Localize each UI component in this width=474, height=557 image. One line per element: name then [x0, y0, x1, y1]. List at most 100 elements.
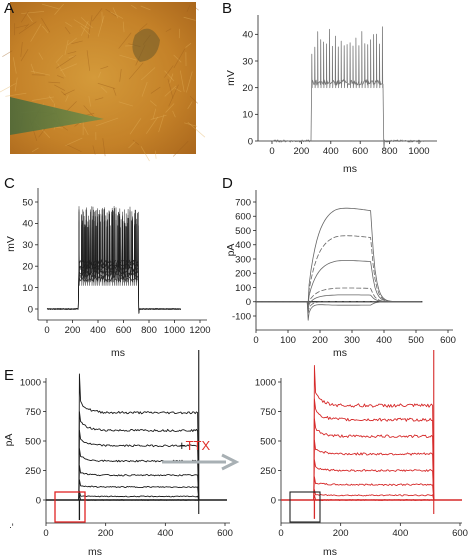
voltage-sweep: [46, 206, 182, 314]
panel-d: D 0 100 200 300 400 500 600 -100 0 100 200 300 400 50…: [222, 175, 456, 359]
panel-letter-e: E: [4, 367, 14, 384]
y-tick-label: 300: [235, 254, 251, 265]
cell-process: [193, 5, 199, 11]
current-sweep: [78, 494, 199, 501]
cell-process: [112, 7, 119, 19]
ticks-d: 0 100 200 300 400 500 600 -100 0 100 200 300 400 500 6…: [232, 197, 456, 346]
y-tick-label: 400: [235, 240, 251, 251]
cell-process: [67, 51, 77, 55]
y-label-d: pA: [225, 244, 237, 257]
cell-process: [61, 91, 67, 96]
x-tick-label: 800: [382, 146, 398, 157]
cell-process: [80, 20, 89, 36]
dark-cell: [132, 28, 160, 63]
cell-process: [54, 3, 64, 15]
x-tick-label: 600: [217, 528, 233, 539]
highlight-box-black: [289, 491, 321, 523]
cell-process: [187, 101, 193, 110]
cell-process: [12, 57, 17, 74]
cell-process: [184, 122, 198, 127]
x-tick-label: 100: [280, 335, 296, 346]
y-tick-label: 600: [235, 212, 251, 223]
cell-process: [20, 10, 29, 23]
current-sweep: [313, 476, 435, 501]
cell-process: [30, 70, 51, 76]
current-sweep: [313, 439, 435, 501]
cell-process: [20, 41, 23, 57]
x-tick-label: 0: [43, 528, 48, 539]
cell-process: [67, 37, 77, 46]
y-tick-label: -100: [232, 311, 251, 322]
cell-process: [122, 21, 125, 33]
cell-process: [56, 75, 64, 79]
stray-mark: -.: [7, 523, 18, 529]
cell-process: [150, 114, 167, 120]
y-tick-label: 20: [242, 83, 253, 94]
cell-process: [169, 73, 174, 84]
cell-process: [5, 92, 27, 97]
cell-process: [179, 70, 185, 92]
current-sweep: [256, 301, 422, 321]
cell-process: [86, 50, 91, 71]
x-tick-label: 300: [344, 335, 360, 346]
arrow-head-icon: [221, 453, 240, 471]
x-tick-label: 0: [278, 528, 283, 539]
y-tick-label: 40: [242, 30, 253, 41]
cell-process: [183, 16, 196, 21]
current-sweep: [256, 287, 422, 307]
current-sweep: [78, 479, 200, 501]
cell-process: [2, 50, 13, 58]
x-tick-label: 600: [452, 528, 468, 539]
panel-letter-b: B: [222, 0, 232, 17]
x-tick-label: 400: [323, 146, 339, 157]
cell-process: [41, 17, 51, 33]
x-tick-label: 600: [440, 335, 456, 346]
ticks-c: 0 200 400 600 800 1000 1200 0 10 20 30 40 50: [22, 197, 210, 336]
cell-process: [64, 26, 71, 35]
panel-e: E 0 200 400 600 0 250 500 750 1000 ms pA -.: [3, 350, 233, 557]
y-label-b: mV: [225, 70, 237, 86]
cell-process: [56, 55, 77, 69]
y-tick-label: 250: [25, 466, 41, 477]
current-traces-e2: [281, 350, 462, 519]
current-sweep: [256, 301, 422, 314]
x-tick-label: 1000: [408, 146, 429, 157]
cell-process: [32, 96, 54, 101]
y-tick-label: 20: [22, 262, 33, 273]
pipette: [10, 97, 104, 135]
cell-process: [187, 121, 206, 138]
panel-letter-a: A: [4, 0, 14, 17]
x-tick-label: 0: [269, 146, 274, 157]
panel-letter-d: D: [222, 175, 233, 192]
cell-process: [189, 95, 198, 104]
x-tick-label: 500: [408, 335, 424, 346]
current-traces-e: [46, 350, 227, 520]
current-sweep: [78, 448, 200, 501]
y-tick-label: 1000: [20, 377, 41, 388]
cell-process: [168, 84, 179, 107]
panel-e2: 0 200 400 600 0 250 500 750 1000 ms: [255, 350, 468, 557]
y-tick-label: 10: [242, 110, 253, 121]
cell-process: [129, 118, 142, 135]
cell-process: [119, 54, 137, 61]
cell-process: [167, 78, 174, 99]
current-sweep: [313, 398, 435, 501]
cell-process: [87, 15, 93, 39]
x-tick-label: 800: [141, 325, 157, 336]
cell-process: [14, 77, 18, 92]
cell-process: [164, 65, 174, 78]
y-tick-label: 200: [235, 269, 251, 280]
cell-process: [140, 5, 151, 11]
cell-process: [128, 141, 136, 149]
cell-process: [186, 4, 191, 12]
cell-process: [105, 8, 117, 17]
y-tick-label: 0: [28, 304, 33, 315]
cell-process: [165, 103, 175, 113]
x-tick-label: 400: [376, 335, 392, 346]
cell-process: [60, 63, 78, 71]
cell-process: [26, 13, 33, 22]
y-tick-label: 10: [22, 283, 33, 294]
x-label-b: ms: [343, 163, 357, 175]
y-tick-label: 30: [242, 56, 253, 67]
